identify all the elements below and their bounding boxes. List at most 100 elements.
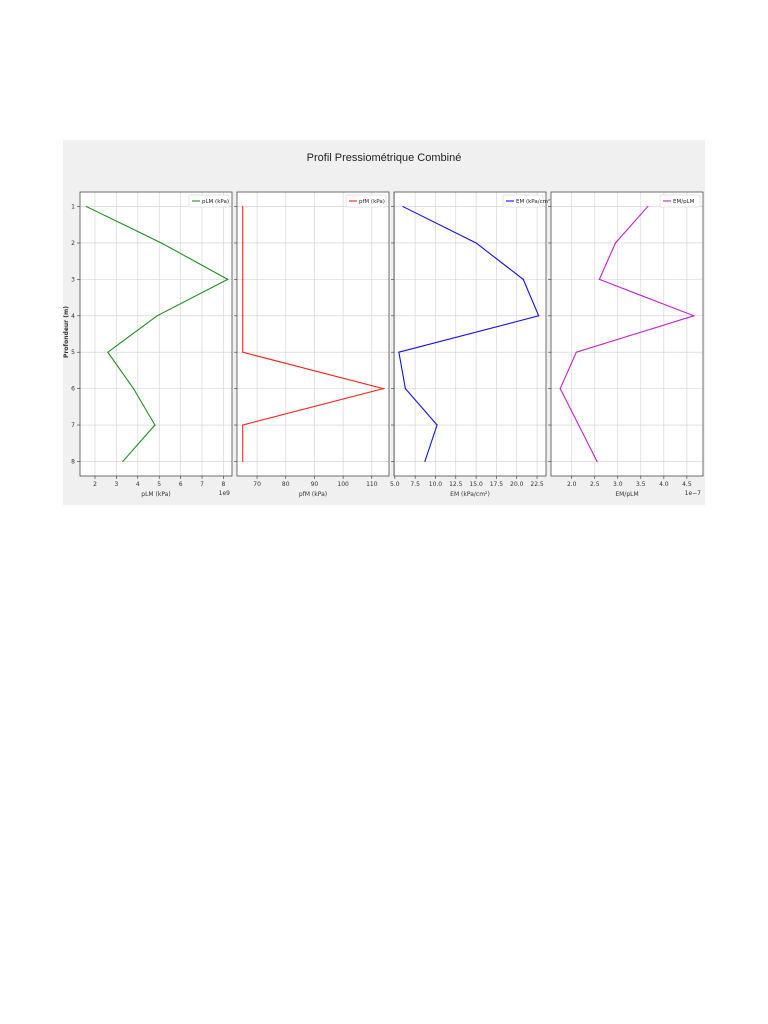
x-tick-label: 17.5 — [490, 481, 504, 488]
x-tick-label: 2.5 — [590, 481, 600, 488]
data-point — [598, 278, 600, 280]
x-tick-label: 4.0 — [659, 481, 669, 488]
x-tick-label: 7.5 — [410, 481, 420, 488]
y-tick-label: 7 — [71, 422, 75, 429]
legend-box — [659, 194, 701, 208]
x-tick-label: 8 — [222, 481, 226, 488]
data-point — [424, 460, 426, 463]
plot-frame — [393, 191, 547, 477]
y-axis-label: Profondeur (m) — [63, 306, 70, 358]
data-point — [693, 315, 695, 317]
data-point — [132, 388, 135, 390]
data-point — [398, 351, 400, 353]
legend-box — [188, 194, 230, 208]
data-point — [436, 424, 438, 426]
y-tick-label: 4 — [71, 313, 75, 320]
data-point — [475, 242, 477, 244]
x-tick-label: 6 — [179, 481, 183, 488]
series-line — [559, 206, 696, 462]
plot-area — [80, 192, 232, 476]
chart-panels: 2 3 4 5 6 7 8 1 2 3 4 5 6 7 8 pLM (kPa) pLM (kPa) 1e9 70 80… — [71, 191, 704, 498]
data-point — [242, 460, 244, 463]
data-point — [242, 242, 244, 244]
legend-label: EM/pLM — [673, 199, 695, 205]
x-tick-label: 5.0 — [390, 481, 400, 488]
x-tick-label: 2.0 — [567, 481, 577, 488]
data-point — [559, 388, 561, 390]
x-axis-label: EM (kPa/cm²) — [450, 491, 490, 498]
series-line — [242, 206, 386, 462]
x-tick-label: 3.0 — [613, 481, 623, 488]
data-point — [402, 205, 404, 208]
series-line — [86, 206, 229, 462]
y-tick-label: 1 — [71, 204, 75, 211]
x-tick-label: 70 — [253, 481, 261, 488]
chart-figure: Profil Pressiométrique Combiné Profondeu… — [63, 140, 705, 505]
series-line — [398, 206, 540, 462]
x-tick-label: 22.5 — [530, 481, 544, 488]
x-tick-label: 7 — [200, 481, 204, 488]
y-tick-label: 2 — [71, 240, 75, 247]
panel-1: 2 3 4 5 6 7 8 1 2 3 4 5 6 7 8 pLM (kPa) pLM (kPa) 1e9 — [71, 191, 233, 498]
panel-3: 5.0 7.5 10.0 12.5 15.0 17.5 20.0 22.5 EM (kPa/cm… — [390, 191, 552, 498]
data-point — [404, 388, 406, 390]
panel-2: 70 80 90 100 110 pfM (kPa) pfM (kPa) — [234, 191, 390, 498]
plot-area — [551, 192, 703, 476]
chart-title: Profil Pressiométrique Combiné — [307, 152, 462, 164]
y-tick-label: 3 — [71, 276, 75, 283]
data-point — [382, 388, 384, 390]
x-offset-text: 1e−7 — [685, 490, 702, 497]
legend-label: pfM (kPa) — [359, 199, 385, 205]
x-tick-label: 110 — [366, 481, 378, 488]
data-point — [578, 424, 580, 426]
data-point — [538, 315, 540, 317]
x-tick-label: 2 — [93, 481, 97, 488]
data-point — [85, 205, 88, 208]
data-point — [227, 278, 229, 280]
y-tick-label: 5 — [71, 349, 75, 356]
data-point — [122, 460, 124, 463]
data-point — [154, 424, 156, 426]
data-point — [242, 278, 244, 280]
x-tick-label: 10.0 — [429, 481, 443, 488]
chart-svg: Profil Pressiométrique Combiné Profondeu… — [63, 152, 704, 498]
x-tick-label: 4.5 — [682, 481, 692, 488]
plot-frame — [236, 191, 390, 477]
y-tick-label: 8 — [71, 458, 75, 465]
x-offset-text: 1e9 — [219, 490, 231, 497]
plot-area — [237, 192, 389, 476]
x-tick-label: 3.5 — [636, 481, 646, 488]
x-axis-label: pLM (kPa) — [141, 491, 170, 498]
legend-box — [502, 194, 544, 208]
plot-frame — [550, 191, 704, 477]
x-tick-label: 15.0 — [469, 481, 483, 488]
legend-label: pLM (kPa) — [202, 199, 229, 205]
data-point — [575, 351, 577, 353]
data-point — [242, 351, 244, 353]
data-point — [242, 424, 244, 426]
data-point — [647, 205, 649, 208]
x-tick-label: 90 — [311, 481, 319, 488]
data-point — [156, 315, 158, 317]
x-tick-label: 80 — [282, 481, 290, 488]
data-point — [614, 242, 617, 244]
x-tick-label: 5 — [157, 481, 161, 488]
data-point — [596, 460, 598, 463]
data-point — [522, 278, 524, 280]
legend-label: EM (kPa/cm²) — [516, 198, 552, 205]
x-tick-label: 3 — [114, 481, 118, 488]
x-tick-label: 20.0 — [510, 481, 524, 488]
x-tick-label: 12.5 — [449, 481, 463, 488]
x-axis-label: pfM (kPa) — [299, 491, 327, 498]
x-tick-label: 100 — [337, 481, 349, 488]
data-point — [107, 351, 109, 353]
panel-4: 2.0 2.5 3.0 3.5 4.0 4.5 EM/pLM EM/pLM 1e−7 — [548, 191, 704, 498]
data-point — [160, 242, 162, 244]
data-point — [242, 205, 244, 208]
x-tick-label: 4 — [136, 481, 140, 488]
data-point — [242, 315, 244, 317]
x-axis-label: EM/pLM — [615, 491, 638, 498]
legend-box — [345, 194, 387, 208]
y-tick-label: 6 — [71, 386, 75, 393]
plot-frame — [79, 191, 233, 477]
